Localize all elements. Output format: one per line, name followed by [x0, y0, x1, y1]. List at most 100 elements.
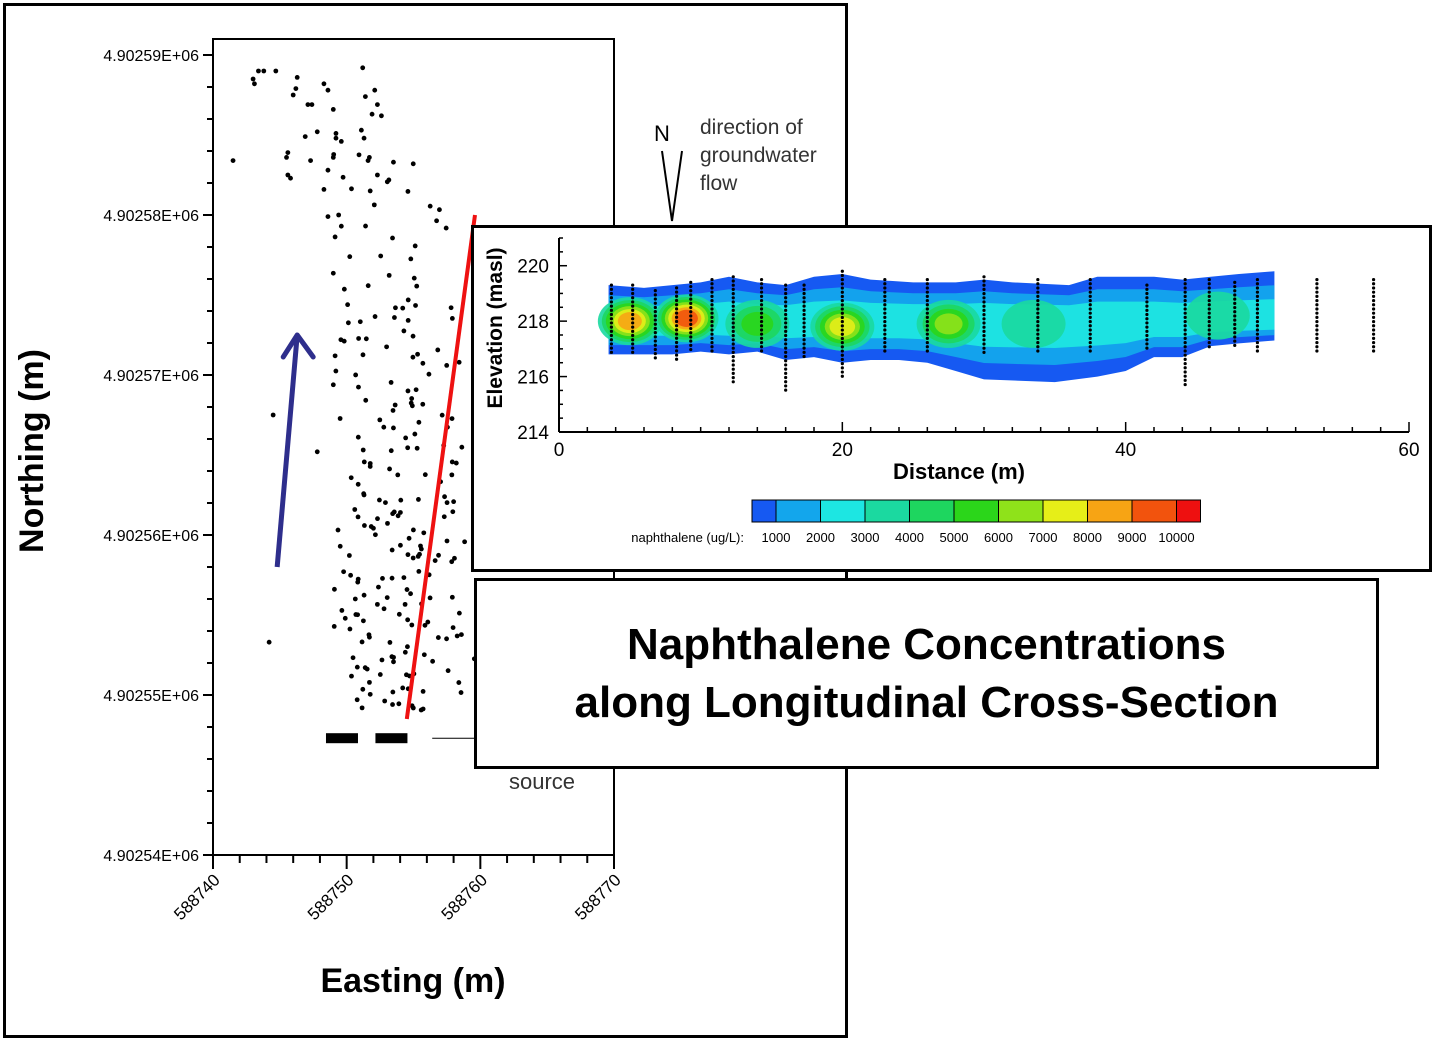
- sample-point: [982, 338, 986, 342]
- well-point: [408, 591, 413, 597]
- well-point: [363, 397, 369, 403]
- sample-point: [925, 290, 929, 294]
- sample-point: [1207, 324, 1211, 328]
- well-point: [422, 472, 428, 478]
- well-point: [348, 572, 354, 578]
- well-point: [321, 81, 327, 87]
- well-point: [405, 644, 410, 650]
- well-point: [449, 594, 455, 600]
- well-point: [379, 113, 384, 119]
- well-point: [398, 497, 404, 503]
- sample-point: [710, 324, 714, 328]
- well-point: [450, 509, 456, 515]
- sample-point: [883, 294, 887, 298]
- well-point: [331, 623, 337, 629]
- sample-point: [1207, 332, 1211, 336]
- sample-point: [731, 329, 735, 333]
- sample-point: [759, 298, 764, 303]
- well-point: [338, 139, 344, 144]
- sample-point: [1145, 300, 1149, 304]
- well-point: [341, 569, 347, 575]
- well-point: [266, 639, 272, 645]
- well-point: [398, 542, 403, 548]
- title-box: Naphthalene Concentrations along Longitu…: [474, 578, 1379, 769]
- sample-point: [674, 319, 679, 324]
- plume-hotspot: [741, 311, 774, 336]
- sample-point: [609, 283, 614, 287]
- sample-point: [710, 340, 714, 345]
- sample-point: [982, 329, 986, 333]
- sample-point: [1207, 282, 1211, 286]
- sample-point: [1145, 346, 1149, 350]
- well-point: [401, 328, 407, 334]
- sample-point: [802, 325, 806, 329]
- flow-label-line: groundwater: [700, 144, 817, 167]
- sample-point: [1255, 340, 1260, 345]
- sample-point: [1088, 345, 1092, 349]
- well-point: [409, 403, 415, 409]
- sample-point: [631, 283, 635, 287]
- sample-point: [1183, 298, 1187, 303]
- well-point: [444, 362, 450, 368]
- well-point: [427, 595, 433, 601]
- x-tick-label: 588760: [438, 870, 492, 924]
- sample-point: [759, 349, 764, 353]
- well-point: [396, 701, 402, 707]
- sample-point: [631, 329, 635, 333]
- sample-point: [840, 278, 844, 282]
- sample-point: [1233, 322, 1237, 326]
- well-point: [416, 569, 422, 574]
- well-point: [412, 243, 418, 249]
- sample-point: [1183, 286, 1187, 290]
- sample-point: [802, 296, 806, 300]
- sample-point: [1088, 307, 1092, 311]
- plume-hotspot: [617, 312, 642, 331]
- sample-point: [802, 321, 806, 325]
- well-point: [414, 283, 420, 289]
- sample-point: [1145, 329, 1149, 333]
- sample-point: [731, 321, 735, 325]
- source-label: source: [509, 769, 575, 794]
- well-point: [361, 592, 367, 598]
- well-point: [359, 705, 365, 711]
- sample-point: [883, 349, 887, 353]
- sample-point: [759, 282, 764, 286]
- y-tick-label: 4.90256E+06: [103, 528, 199, 545]
- sample-point: [710, 319, 714, 324]
- sample-point: [609, 338, 614, 342]
- well-point: [338, 223, 344, 229]
- sample-point: [674, 328, 679, 332]
- sample-point: [784, 342, 788, 346]
- sample-point: [1088, 282, 1092, 286]
- legend-swatch: [775, 499, 821, 523]
- sample-point: [653, 347, 657, 352]
- sample-point: [710, 307, 714, 311]
- sample-point: [784, 312, 788, 317]
- sample-point: [1183, 345, 1187, 349]
- y-tick-label: 218: [517, 312, 549, 333]
- sample-point: [1183, 324, 1187, 328]
- sample-point: [1233, 280, 1237, 284]
- well-point: [400, 305, 406, 311]
- well-point: [367, 691, 373, 697]
- sample-point: [1036, 277, 1040, 282]
- well-point: [449, 416, 455, 421]
- sample-point: [710, 286, 714, 290]
- sample-point: [840, 273, 844, 278]
- sample-point: [1036, 303, 1040, 307]
- well-point: [363, 336, 369, 342]
- sample-point: [784, 371, 788, 375]
- plan-view-chart: 4.90254E+06 4.90255E+06 4.90256E+06 4.90257…: [13, 38, 817, 1000]
- sample-point: [784, 380, 788, 384]
- sample-point: [731, 363, 735, 367]
- sample-point: [731, 376, 735, 380]
- sample-point: [802, 350, 806, 354]
- y-tick-label: 4.90258E+06: [103, 208, 199, 225]
- well-point: [363, 223, 368, 229]
- plume-hotspot: [1001, 299, 1066, 348]
- well-point: [390, 235, 395, 241]
- sample-point: [731, 308, 735, 312]
- well-point: [375, 516, 380, 522]
- sample-point: [840, 269, 844, 273]
- sample-point: [1255, 286, 1260, 290]
